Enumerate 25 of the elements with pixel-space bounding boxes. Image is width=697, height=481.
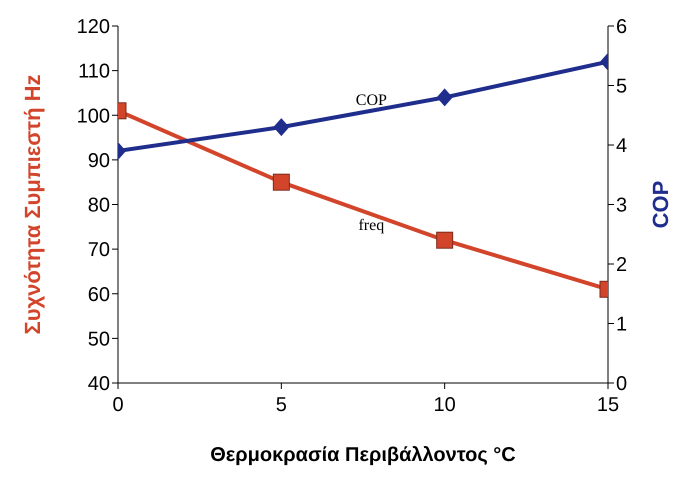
y-tick-label: 50 <box>88 328 110 350</box>
y-tick-label: 100 <box>76 105 110 128</box>
y2-tick-label: 4 <box>616 135 628 158</box>
series-label: COP <box>356 92 387 110</box>
y2-tick-label: 1 <box>616 314 628 336</box>
x-axis-title: Θερμοκρασία Περιβάλλοντος °C <box>210 444 516 466</box>
x-tick-label: 10 <box>434 394 456 416</box>
y2-tick-label: 3 <box>616 194 628 217</box>
y-tick-label: 70 <box>88 239 110 262</box>
y-axis-title: Συχνότητα Συμπιεστή Hz <box>20 74 45 335</box>
x-tick-label: 5 <box>276 394 287 416</box>
y2-tick-label: 6 <box>616 16 628 38</box>
y2-tick-label: 5 <box>616 76 628 98</box>
x-tick-label: 15 <box>596 394 620 416</box>
y-tick-label: 40 <box>88 373 110 396</box>
y-tick-label: 80 <box>88 194 110 217</box>
x-tick-label: 0 <box>112 394 124 416</box>
y-tick-label: 60 <box>88 284 110 306</box>
y-tick-label: 90 <box>88 150 110 172</box>
y2-tick-label: 0 <box>616 373 628 396</box>
y2-tick-label: 2 <box>616 254 628 276</box>
y2-axis-title: COP <box>648 180 673 228</box>
y-tick-label: 120 <box>76 16 110 38</box>
y-tick-label: 110 <box>78 60 110 83</box>
series-label: freq <box>358 217 384 234</box>
